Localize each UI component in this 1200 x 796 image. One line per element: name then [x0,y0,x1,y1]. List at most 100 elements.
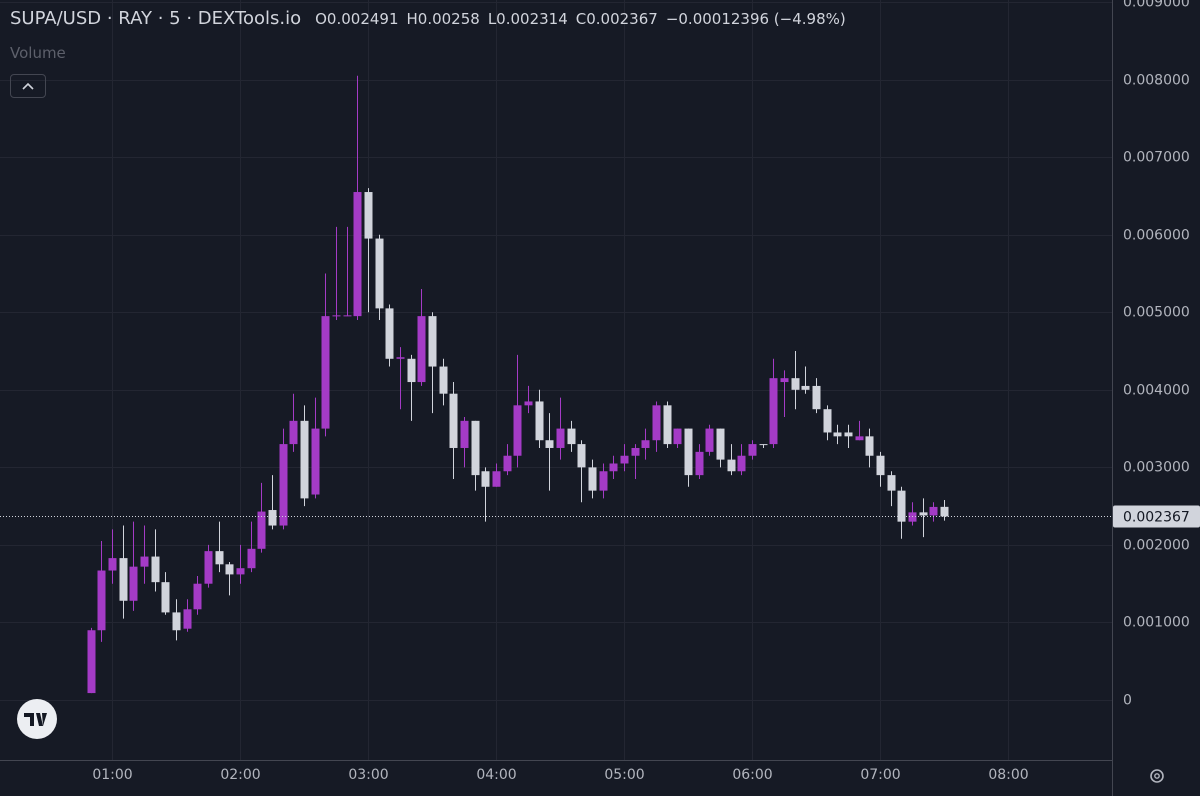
ohlc-value: 0.002367 [586,10,658,28]
candle-body [780,378,789,383]
candle-body [727,459,736,472]
candle-body [631,447,640,456]
tradingview-logo[interactable] [17,699,57,739]
candle-body [620,455,629,464]
candle-body [855,436,864,441]
candle-body [225,564,234,575]
candle-body [396,357,405,359]
x-tick-label: 07:00 [860,767,900,783]
candle-body [663,405,672,445]
ohlc-item: H0.00258 [407,10,480,28]
candle-body [119,558,128,601]
candle-body [919,512,928,516]
candle-body [417,316,426,383]
candle-body [513,405,522,456]
candle-body [428,316,437,367]
x-tick-label: 03:00 [348,767,388,783]
settings-button[interactable] [1150,769,1164,783]
candle-body [748,444,757,456]
ohlc-key: O [315,10,327,28]
candle-body [567,428,576,445]
collapse-button[interactable] [10,74,46,98]
candle-body [695,451,704,476]
candle-body [193,583,202,610]
candle-body [364,192,373,239]
candle-body [908,512,917,522]
candles [87,75,949,694]
y-tick-label: 0.006000 [1123,228,1190,244]
candle-body [844,432,853,437]
symbol-title: SUPA/USD · RAY · 5 · DEXTools.io [10,8,302,29]
last-price-label: 0.002367 [1123,510,1190,526]
candle-body [172,612,181,631]
candle-body [375,238,384,309]
ohlc-values: O0.002491 H0.00258 L0.002314 C0.002367 [315,9,666,28]
x-tick-label: 06:00 [732,767,772,783]
ohlc-item: O0.002491 [315,10,398,28]
last-price-box [1113,505,1200,528]
y-tick-label: 0.008000 [1123,73,1190,89]
ohlc-value: 0.00258 [417,10,480,28]
candle-body [716,428,725,460]
x-tick-label: 02:00 [220,767,260,783]
candle-body [673,428,682,445]
y-tick-label: 0.009000 [1123,0,1190,11]
candle-body [599,471,608,491]
collapse-icon [22,82,34,90]
ohlc-item: L0.002314 [488,10,568,28]
candle-body [737,455,746,472]
candle-body [204,551,213,584]
candle-body [183,609,192,629]
candle-body [801,385,810,390]
candle-body [535,401,544,441]
x-tick-label: 04:00 [476,767,516,783]
candle-body [609,463,618,472]
candle-body [407,358,416,383]
y-tick-label: 0.003000 [1123,460,1190,476]
candle-body [289,420,298,445]
candle-body [545,440,554,448]
candle-body [257,511,266,549]
candle-body [321,316,330,429]
candle-body [87,630,96,694]
candle-body [215,551,224,565]
price-change: −0.00012396 (−4.98%) [665,10,846,28]
candle-body [343,315,352,317]
ohlc-item: C0.002367 [576,10,658,28]
x-tick-label: 01:00 [92,767,132,783]
candle-body [492,471,501,487]
candle-body [940,506,949,517]
candle-body [812,385,821,410]
candle-body [791,378,800,390]
y-tick-label: 0.004000 [1123,383,1190,399]
candle-body [588,467,597,491]
candle-body [247,548,256,569]
y-tick-label: 0.002000 [1123,538,1190,554]
candle-body [236,568,245,575]
candle-body [897,490,906,522]
candle-body [833,432,842,437]
candle-body [161,582,170,613]
candle-body [439,366,448,394]
candle-body [887,475,896,491]
x-tick-label: 05:00 [604,767,644,783]
candle-body [311,428,320,495]
y-tick-label: 0.005000 [1123,305,1190,321]
ohlc-key: C [575,10,587,28]
candle-body [929,506,938,516]
candle-body [503,455,512,472]
candle-body [865,436,874,456]
candle-body [108,558,117,571]
candle-body [140,556,149,567]
candle-body [705,428,714,452]
candle-body [684,428,693,476]
candle-body [460,420,469,448]
ohlc-key: H [406,10,418,28]
candle-body [129,566,138,601]
candle-body [481,471,490,487]
candle-body [385,308,394,359]
x-tick-label: 08:00 [988,767,1028,783]
candle-body [353,192,362,317]
candle-body [471,420,480,476]
